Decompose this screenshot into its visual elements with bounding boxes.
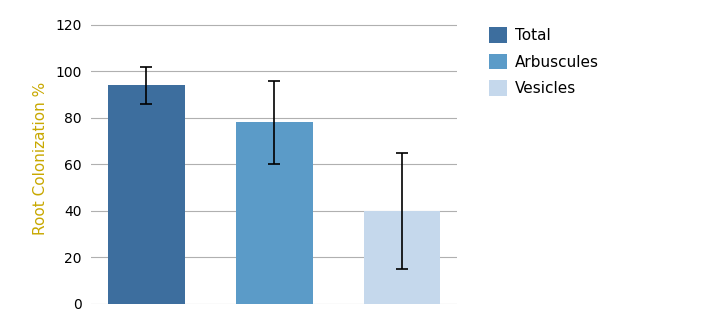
Y-axis label: Root Colonization %: Root Colonization %: [33, 82, 49, 235]
Bar: [108, 85, 185, 304]
Legend: Total, Arbuscules, Vesicles: Total, Arbuscules, Vesicles: [483, 21, 605, 102]
Bar: [363, 211, 440, 304]
Bar: [236, 122, 313, 304]
